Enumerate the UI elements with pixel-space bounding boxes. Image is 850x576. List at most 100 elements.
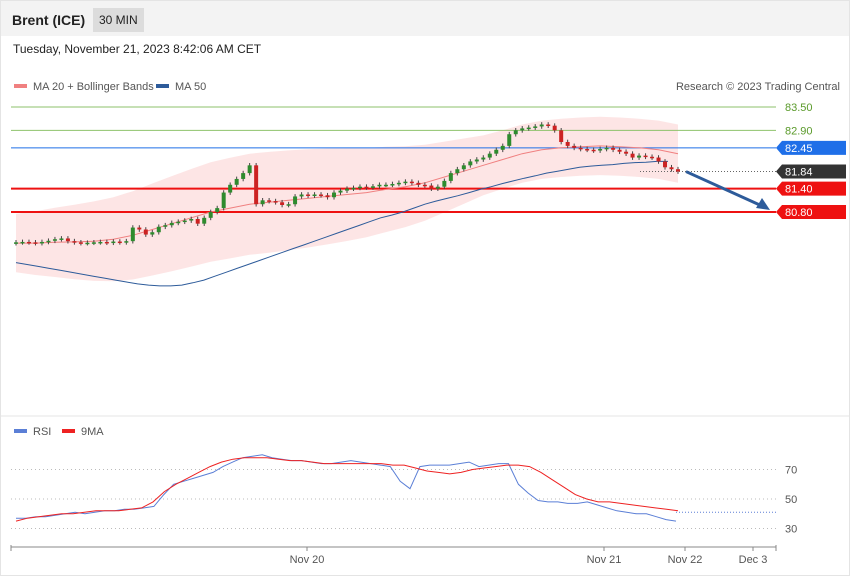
candle — [169, 220, 174, 228]
candle — [91, 240, 96, 246]
candle — [39, 239, 44, 246]
candle — [306, 192, 311, 198]
candle — [585, 146, 590, 153]
candle — [383, 182, 388, 188]
candle — [442, 178, 447, 190]
candle — [78, 240, 83, 246]
candle — [546, 122, 551, 128]
rsi-ma-legend-swatch — [62, 429, 75, 433]
candle — [234, 176, 239, 188]
candle — [474, 157, 479, 164]
candle — [650, 154, 655, 160]
candle — [513, 128, 518, 137]
candle — [461, 163, 466, 172]
candle — [396, 180, 401, 187]
candle — [338, 188, 343, 195]
candle — [539, 122, 544, 129]
candle — [150, 229, 155, 237]
level-badge-pivot — [776, 140, 846, 155]
level-label: 83.50 — [785, 102, 813, 114]
rsi-lines — [15, 454, 776, 522]
interval-badge[interactable]: 30 MIN — [93, 8, 144, 32]
candle — [572, 143, 577, 151]
candle — [370, 184, 375, 190]
candle — [332, 190, 337, 200]
candle — [520, 126, 525, 133]
rsi-tick-label: 70 — [785, 465, 797, 477]
chart-header: Brent (ICE) 30 MIN — [1, 1, 849, 36]
candle — [611, 145, 616, 153]
arrow-head — [756, 198, 770, 210]
candle — [435, 184, 440, 191]
x-tick-label: Nov 22 — [668, 554, 703, 566]
level-label: 80.80 — [785, 207, 813, 219]
level-label: 82.45 — [785, 143, 813, 155]
candle — [390, 181, 395, 188]
candle — [481, 155, 486, 162]
candle — [364, 184, 369, 190]
candle — [228, 182, 233, 195]
candle — [189, 216, 194, 223]
candle — [351, 185, 356, 191]
candle — [552, 123, 557, 133]
candle — [494, 147, 499, 156]
rsi-line — [16, 454, 677, 522]
candle — [345, 186, 349, 193]
candle — [416, 180, 421, 188]
candle — [468, 159, 473, 168]
candle — [182, 218, 187, 225]
arrow-shaft — [685, 170, 763, 208]
credit-text: Research © 2023 Trading Central — [676, 81, 840, 93]
candle — [267, 198, 272, 204]
candle — [163, 222, 168, 230]
ma50-legend-swatch — [156, 84, 169, 88]
x-tick-label: Nov 20 — [290, 554, 325, 566]
candle — [59, 236, 64, 242]
ma50-line — [15, 160, 668, 287]
candle — [604, 145, 609, 152]
candle — [565, 139, 570, 149]
candle — [195, 216, 200, 226]
forecast-arrow — [685, 170, 770, 210]
candle — [202, 215, 207, 226]
rsi-legend-swatch — [14, 429, 27, 433]
key-levels — [11, 106, 776, 213]
rsi-ma-line — [15, 457, 679, 522]
candle — [663, 159, 668, 170]
level-label: 81.40 — [785, 184, 813, 196]
ma20-legend-swatch — [14, 84, 27, 88]
candle — [559, 128, 564, 145]
candle — [215, 205, 220, 215]
rsi-tick-label: 30 — [785, 524, 797, 536]
candle — [448, 170, 453, 184]
candle — [357, 184, 362, 191]
candle — [26, 239, 31, 245]
candle — [52, 236, 57, 244]
candle — [124, 238, 129, 245]
candle — [208, 209, 213, 221]
candle — [377, 182, 382, 189]
candle — [46, 238, 51, 245]
timestamp: Tuesday, November 21, 2023 8:42:06 AM CE… — [13, 42, 262, 56]
candle — [656, 155, 661, 164]
candle — [403, 179, 408, 186]
ma50-legend-label: MA 50 — [175, 81, 206, 93]
rsi-ma-legend-label: 9MA — [81, 426, 104, 438]
level-label: 81.84 — [785, 167, 813, 179]
candle — [630, 151, 635, 160]
candle — [273, 198, 278, 205]
candle — [143, 227, 148, 237]
candle — [14, 240, 18, 246]
candle — [85, 240, 90, 246]
candle — [260, 198, 265, 207]
candle — [643, 153, 648, 160]
price-candles — [14, 122, 680, 246]
candle — [293, 194, 298, 207]
candle — [137, 225, 142, 232]
candle — [624, 149, 629, 156]
candle — [669, 164, 674, 172]
candle — [637, 153, 642, 160]
candle — [299, 192, 304, 199]
candle — [130, 225, 135, 244]
level-badges: 83.50 82.90 82.45 81.84 81.40 80.80 — [776, 102, 846, 219]
